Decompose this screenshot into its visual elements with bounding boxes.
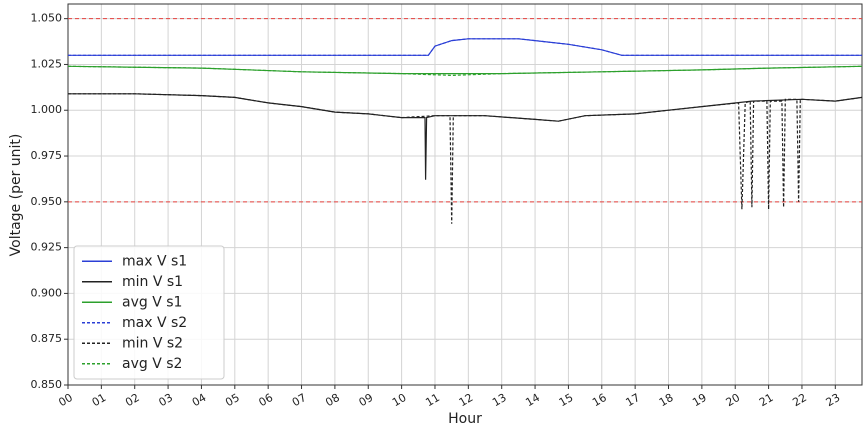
x-tick-label: 03 (156, 391, 175, 409)
x-tick-label: 09 (357, 391, 376, 409)
x-tick-label: 10 (390, 391, 409, 409)
y-tick-label: 0.975 (31, 149, 63, 162)
x-tick-label: 16 (590, 391, 609, 409)
x-tick-label: 20 (724, 391, 743, 409)
x-tick-label: 15 (557, 391, 576, 409)
x-tick-label: 08 (323, 391, 342, 409)
x-tick-label: 13 (490, 391, 509, 409)
x-tick-label: 12 (457, 391, 476, 409)
x-tick-label: 00 (56, 391, 75, 409)
legend-box (73, 245, 225, 380)
y-axis-label: Voltage (per unit) (8, 134, 24, 257)
x-tick-label: 02 (123, 391, 142, 409)
x-tick-label: 11 (423, 391, 442, 409)
series-line (67, 65, 863, 75)
series-line (68, 38, 862, 56)
x-tick-label: 07 (290, 391, 309, 409)
y-tick-label: 0.875 (31, 332, 63, 345)
x-tick-label: 21 (757, 391, 776, 409)
x-tick-label: 01 (90, 391, 109, 409)
x-axis-label: Hour (448, 411, 482, 427)
y-tick-label: 0.900 (31, 286, 63, 299)
series-line (67, 65, 863, 77)
plot-frame (67, 3, 863, 386)
x-tick-label: 06 (257, 391, 276, 409)
series-line (68, 38, 862, 56)
x-tick-label: 04 (190, 391, 209, 409)
x-tick-label: 19 (690, 391, 709, 409)
series-line (68, 93, 863, 224)
legend-label: min V s1 (122, 274, 183, 290)
x-tick-label: 14 (523, 391, 542, 409)
y-tick-label: 0.925 (31, 241, 63, 254)
legend-label: avg V s2 (122, 356, 182, 372)
y-tick-label: 1.000 (31, 103, 63, 116)
x-tick-label: 05 (223, 391, 242, 409)
y-tick-label: 1.050 (31, 12, 63, 25)
legend-label: max V s1 (122, 253, 187, 269)
x-tick-label: 18 (657, 391, 676, 409)
legend-label: max V s2 (122, 315, 187, 331)
y-tick-label: 1.025 (31, 57, 63, 70)
y-tick-label: 0.850 (31, 378, 63, 391)
legend-label: min V s2 (122, 335, 183, 351)
x-tick-label: 22 (790, 391, 809, 409)
y-tick-label: 0.950 (31, 195, 63, 208)
legend-label: avg V s1 (122, 294, 182, 310)
x-tick-label: 17 (624, 391, 643, 409)
x-tick-label: 23 (824, 391, 843, 409)
